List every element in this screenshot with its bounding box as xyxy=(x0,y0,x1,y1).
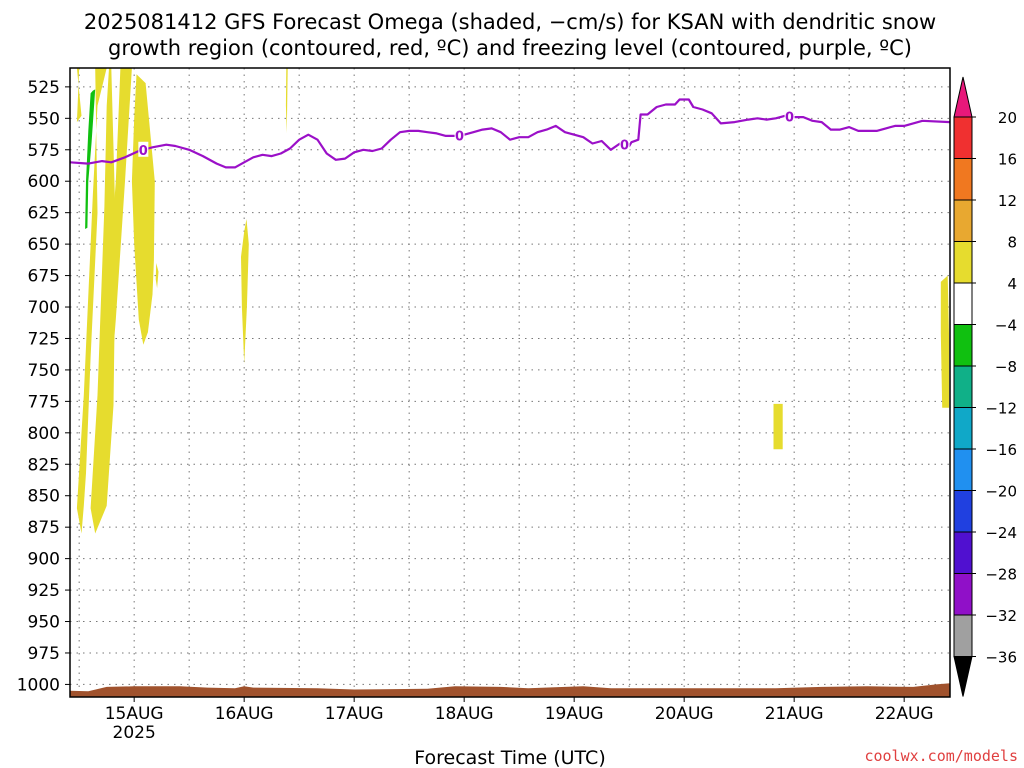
plot-area xyxy=(70,68,950,697)
y-tick-label: 925 xyxy=(28,581,60,601)
colorbar-label: 8 xyxy=(1007,234,1017,252)
omega-region xyxy=(90,68,116,534)
x-tick-label: 20AUG xyxy=(655,704,714,724)
colorbar-bottom-arrow xyxy=(953,656,973,697)
x-tick-label: 21AUG xyxy=(765,704,824,724)
colorbar-label: −8 xyxy=(995,358,1017,376)
x-tick-sublabel: 2025 xyxy=(113,723,156,743)
contour-label: 0 xyxy=(620,139,629,154)
omega-region xyxy=(85,89,96,230)
omega-region xyxy=(155,263,159,289)
y-tick-label: 650 xyxy=(28,235,60,255)
colorbar-top-arrow xyxy=(953,76,973,118)
colorbar-box xyxy=(953,573,973,616)
colorbar-box xyxy=(953,490,973,533)
contour-label: 0 xyxy=(455,129,464,144)
y-tick-label: 975 xyxy=(28,644,60,664)
y-tick-label: 850 xyxy=(28,487,60,507)
colorbar-box xyxy=(953,531,973,574)
colorbar-box xyxy=(953,282,973,325)
y-tick-label: 675 xyxy=(28,267,60,287)
colorbar-label: 4 xyxy=(1007,275,1017,293)
omega-region xyxy=(940,275,950,408)
colorbar-label: −36 xyxy=(985,649,1017,667)
chart-title-line-2: growth region (contoured, red, ºC) and f… xyxy=(108,36,912,60)
y-tick-label: 750 xyxy=(28,361,60,381)
colorbar-label: −12 xyxy=(985,400,1017,418)
y-tick-label: 950 xyxy=(28,613,60,633)
colorbar-label: −28 xyxy=(985,566,1017,584)
chart-title-line-1: 2025081412 GFS Forecast Omega (shaded, −… xyxy=(84,10,936,34)
colorbar: 20 16 12 8 4 −4 −8 −12 −16 −20 −24 −28 −32 −36 xyxy=(953,76,1017,697)
y-tick-label: 775 xyxy=(28,392,60,412)
colorbar-label: −20 xyxy=(985,483,1017,501)
colorbar-label: −16 xyxy=(985,441,1017,459)
x-tick-label: 19AUG xyxy=(545,704,604,724)
omega-shading xyxy=(76,68,950,534)
colorbar-box xyxy=(953,365,973,408)
omega-region xyxy=(773,403,783,450)
colorbar-box xyxy=(953,158,973,201)
y-tick-label: 600 xyxy=(28,172,60,192)
colorbar-box xyxy=(953,448,973,491)
contour-label-bg xyxy=(454,127,465,143)
colorbar-label: 12 xyxy=(998,192,1017,210)
omega-region xyxy=(131,74,155,345)
x-tick-label: 22AUG xyxy=(875,704,934,724)
y-tick-label: 825 xyxy=(28,455,60,475)
contour-label-bg xyxy=(784,108,795,124)
omega-region xyxy=(241,219,249,364)
omega-region xyxy=(76,68,107,534)
surface-terrain xyxy=(70,683,950,697)
y-tick-label: 725 xyxy=(28,329,60,349)
omega-region xyxy=(76,68,82,123)
colorbar-label: 20 xyxy=(998,109,1017,127)
colorbar-box xyxy=(953,407,973,450)
contour-label-bg xyxy=(619,136,630,152)
y-tick-label: 1000 xyxy=(17,675,60,695)
colorbar-label: 16 xyxy=(998,151,1017,169)
colorbar-box xyxy=(953,241,973,284)
colorbar-box xyxy=(953,324,973,367)
contour-label: 0 xyxy=(139,144,148,159)
colorbar-box xyxy=(953,199,973,242)
freezing-level-line xyxy=(70,98,950,169)
y-tick-label: 625 xyxy=(28,204,60,224)
y-tick-label: 525 xyxy=(28,78,60,98)
freezing-level-contour: 0 0 0 0 xyxy=(70,98,950,169)
x-axis-label: Forecast Time (UTC) xyxy=(414,747,605,768)
y-tick-label: 900 xyxy=(28,550,60,570)
colorbar-label: −24 xyxy=(985,524,1017,542)
contour-label: 0 xyxy=(785,110,794,125)
omega-region xyxy=(97,68,132,466)
x-tick-label: 15AUG xyxy=(105,704,164,724)
colorbar-box xyxy=(953,116,973,159)
y-tick-label: 550 xyxy=(28,109,60,129)
credit-text: coolwx.com/models xyxy=(864,747,1018,765)
colorbar-label: −4 xyxy=(995,317,1017,335)
y-tick-label: 875 xyxy=(28,518,60,538)
colorbar-label: −32 xyxy=(985,607,1017,625)
x-tick-label: 18AUG xyxy=(435,704,494,724)
x-tick-label: 16AUG xyxy=(215,704,274,724)
contour-label-bg xyxy=(138,141,149,157)
plot-border xyxy=(69,67,951,698)
terrain-fill xyxy=(70,683,950,697)
y-tick-label: 800 xyxy=(28,424,60,444)
omega-region xyxy=(285,68,288,134)
colorbar-box xyxy=(953,614,973,657)
y-tick-label: 575 xyxy=(28,141,60,161)
y-axis: 525 550 575 600 625 650 675 700 725 750 775 800 825 8… xyxy=(17,78,70,695)
grid xyxy=(70,68,950,697)
y-tick-label: 700 xyxy=(28,298,60,318)
x-tick-label: 17AUG xyxy=(325,704,384,724)
